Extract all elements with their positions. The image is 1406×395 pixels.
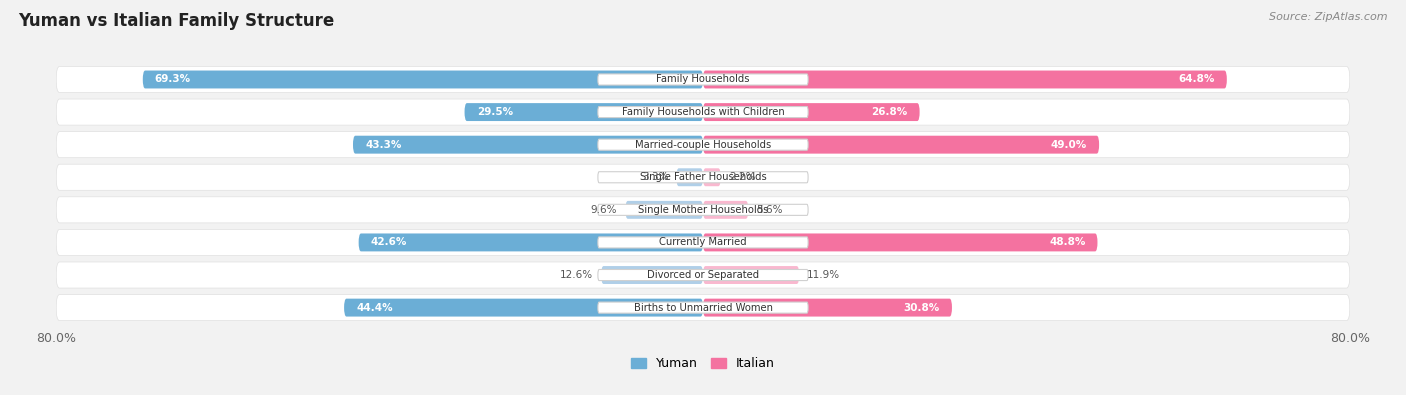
Text: 3.3%: 3.3%: [641, 172, 668, 182]
Text: Births to Unmarried Women: Births to Unmarried Women: [634, 303, 772, 312]
Text: 11.9%: 11.9%: [807, 270, 841, 280]
FancyBboxPatch shape: [676, 168, 703, 186]
FancyBboxPatch shape: [703, 103, 920, 121]
FancyBboxPatch shape: [703, 136, 1099, 154]
FancyBboxPatch shape: [598, 302, 808, 313]
Text: Divorced or Separated: Divorced or Separated: [647, 270, 759, 280]
FancyBboxPatch shape: [598, 269, 808, 280]
Text: Single Father Households: Single Father Households: [640, 172, 766, 182]
Text: 5.6%: 5.6%: [756, 205, 783, 215]
Text: 42.6%: 42.6%: [371, 237, 408, 247]
Text: Single Mother Households: Single Mother Households: [638, 205, 768, 215]
FancyBboxPatch shape: [598, 237, 808, 248]
Text: 49.0%: 49.0%: [1050, 140, 1087, 150]
FancyBboxPatch shape: [56, 99, 1350, 125]
FancyBboxPatch shape: [56, 197, 1350, 223]
FancyBboxPatch shape: [598, 204, 808, 215]
FancyBboxPatch shape: [598, 74, 808, 85]
Text: Family Households: Family Households: [657, 75, 749, 85]
Text: Family Households with Children: Family Households with Children: [621, 107, 785, 117]
Text: Married-couple Households: Married-couple Households: [636, 140, 770, 150]
FancyBboxPatch shape: [143, 71, 703, 88]
Text: Source: ZipAtlas.com: Source: ZipAtlas.com: [1270, 12, 1388, 22]
FancyBboxPatch shape: [344, 299, 703, 316]
Text: 2.2%: 2.2%: [728, 172, 755, 182]
Legend: Yuman, Italian: Yuman, Italian: [627, 352, 779, 375]
Text: Currently Married: Currently Married: [659, 237, 747, 247]
FancyBboxPatch shape: [359, 233, 703, 251]
FancyBboxPatch shape: [464, 103, 703, 121]
Text: 26.8%: 26.8%: [872, 107, 907, 117]
Text: 30.8%: 30.8%: [904, 303, 939, 312]
Text: 44.4%: 44.4%: [356, 303, 392, 312]
FancyBboxPatch shape: [703, 266, 799, 284]
Text: 48.8%: 48.8%: [1049, 237, 1085, 247]
Text: 69.3%: 69.3%: [155, 75, 191, 85]
Text: 64.8%: 64.8%: [1178, 75, 1215, 85]
Text: 29.5%: 29.5%: [477, 107, 513, 117]
Text: Yuman vs Italian Family Structure: Yuman vs Italian Family Structure: [18, 12, 335, 30]
Text: 12.6%: 12.6%: [560, 270, 593, 280]
FancyBboxPatch shape: [56, 295, 1350, 321]
FancyBboxPatch shape: [56, 132, 1350, 158]
FancyBboxPatch shape: [703, 168, 721, 186]
FancyBboxPatch shape: [598, 107, 808, 118]
FancyBboxPatch shape: [703, 299, 952, 316]
FancyBboxPatch shape: [353, 136, 703, 154]
Text: 43.3%: 43.3%: [366, 140, 402, 150]
FancyBboxPatch shape: [602, 266, 703, 284]
FancyBboxPatch shape: [626, 201, 703, 219]
FancyBboxPatch shape: [703, 201, 748, 219]
FancyBboxPatch shape: [598, 139, 808, 150]
FancyBboxPatch shape: [703, 71, 1227, 88]
Text: 9.6%: 9.6%: [591, 205, 617, 215]
FancyBboxPatch shape: [703, 233, 1098, 251]
FancyBboxPatch shape: [598, 172, 808, 183]
FancyBboxPatch shape: [56, 66, 1350, 92]
FancyBboxPatch shape: [56, 262, 1350, 288]
FancyBboxPatch shape: [56, 164, 1350, 190]
FancyBboxPatch shape: [56, 229, 1350, 256]
